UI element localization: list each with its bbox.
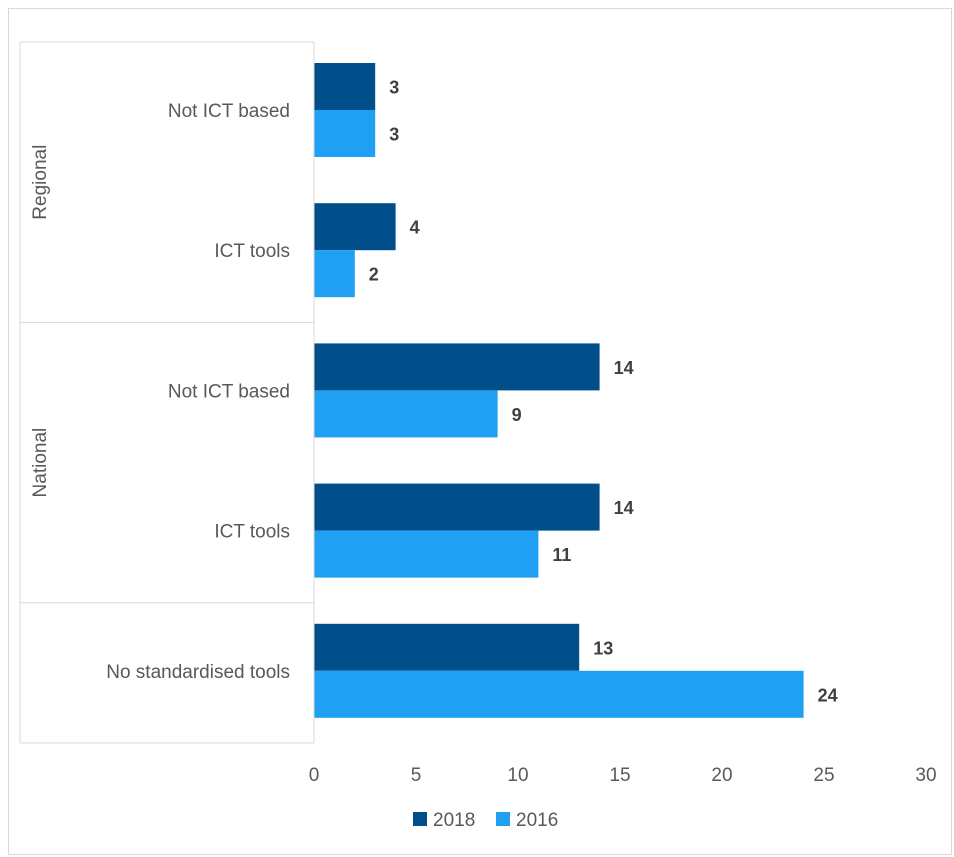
category-label-3: ICT tools <box>214 522 290 543</box>
bar-2016-3 <box>314 530 539 578</box>
data-label-2018-0: 3 <box>389 78 399 98</box>
legend-label-2018: 2018 <box>433 810 475 831</box>
data-label-2016-1: 2 <box>369 265 379 285</box>
category-label-2: Not ICT based <box>168 381 290 402</box>
data-label-2018-2: 14 <box>614 358 634 378</box>
bar-2018-2 <box>314 343 600 391</box>
category-label-4: No standardised tools <box>106 662 290 683</box>
data-label-2018-1: 4 <box>410 218 420 238</box>
x-tick-label-3: 15 <box>609 765 630 786</box>
category-label-1: ICT tools <box>214 241 290 262</box>
legend-label-2016: 2016 <box>516 810 558 831</box>
group-label-0: Regional <box>30 145 51 220</box>
bar-2018-0 <box>314 63 376 110</box>
bar-2018-4 <box>314 623 580 671</box>
bar-2016-0 <box>314 110 376 157</box>
legend-swatch-2016 <box>496 812 510 826</box>
bar-2018-3 <box>314 483 600 531</box>
bar-2016-1 <box>314 250 355 298</box>
data-label-2016-0: 3 <box>389 125 399 145</box>
x-tick-label-4: 20 <box>711 765 732 786</box>
x-tick-label-5: 25 <box>813 765 834 786</box>
x-tick-label-1: 5 <box>411 765 422 786</box>
group-label-1: National <box>30 428 51 498</box>
x-tick-label-2: 10 <box>507 765 528 786</box>
data-label-2018-3: 14 <box>614 498 634 518</box>
category-label-0: Not ICT based <box>168 101 290 122</box>
data-label-2016-4: 24 <box>818 685 838 705</box>
data-label-2016-2: 9 <box>512 405 522 425</box>
bar-2016-4 <box>314 670 804 718</box>
data-label-2018-4: 13 <box>593 638 613 658</box>
x-tick-label-0: 0 <box>309 765 320 786</box>
legend-swatch-2018 <box>413 812 427 826</box>
bar-2016-2 <box>314 390 498 438</box>
data-label-2016-3: 11 <box>552 545 571 565</box>
x-tick-label-6: 30 <box>915 765 936 786</box>
bar-2018-1 <box>314 203 396 251</box>
